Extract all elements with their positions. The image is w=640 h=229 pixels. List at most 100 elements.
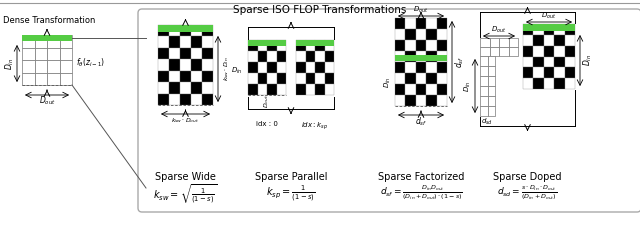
Bar xyxy=(544,57,554,67)
Bar xyxy=(324,40,334,51)
Bar xyxy=(267,40,276,51)
Bar xyxy=(47,35,60,47)
Bar xyxy=(180,71,191,82)
Bar xyxy=(554,46,564,57)
Bar xyxy=(564,67,575,78)
Bar xyxy=(405,40,416,51)
Bar xyxy=(523,57,533,67)
Bar xyxy=(488,86,495,96)
Bar xyxy=(564,46,575,57)
Bar xyxy=(436,84,447,95)
Bar xyxy=(488,76,495,86)
Bar xyxy=(554,24,564,35)
Text: Sparse Parallel: Sparse Parallel xyxy=(255,172,327,182)
Bar xyxy=(395,62,405,73)
Bar xyxy=(248,51,257,62)
Text: $D_{out}$: $D_{out}$ xyxy=(38,95,56,107)
Bar xyxy=(436,40,447,51)
Text: $D_{in}$: $D_{in}$ xyxy=(582,53,595,66)
Bar xyxy=(296,51,305,62)
Text: $D_{in}$: $D_{in}$ xyxy=(383,76,393,88)
Text: $d_{sd}$: $d_{sd}$ xyxy=(481,117,493,127)
Bar xyxy=(405,95,416,106)
Bar xyxy=(533,67,544,78)
Bar xyxy=(35,35,47,47)
Bar xyxy=(564,35,575,46)
Text: $D_{in}$: $D_{in}$ xyxy=(232,65,243,76)
Bar xyxy=(60,73,72,85)
Bar xyxy=(544,35,554,46)
Bar xyxy=(544,78,554,89)
Bar xyxy=(180,36,191,48)
Bar xyxy=(35,73,47,85)
Bar xyxy=(305,40,315,51)
Bar xyxy=(191,71,202,82)
Bar xyxy=(436,95,447,106)
Bar xyxy=(248,62,257,73)
Bar xyxy=(480,56,488,66)
Bar xyxy=(202,48,213,59)
Bar xyxy=(490,47,499,56)
Bar xyxy=(158,25,213,32)
Bar xyxy=(267,51,276,62)
Text: idx : 0: idx : 0 xyxy=(256,121,278,127)
Bar xyxy=(395,29,405,40)
Bar xyxy=(490,38,499,47)
Bar xyxy=(35,47,47,60)
Bar xyxy=(480,106,488,116)
Bar xyxy=(202,71,213,82)
Bar xyxy=(426,73,436,84)
Bar xyxy=(544,24,554,35)
Bar xyxy=(395,51,405,62)
Bar xyxy=(191,25,202,36)
Bar xyxy=(395,84,405,95)
Bar xyxy=(554,78,564,89)
Bar xyxy=(533,57,544,67)
Bar xyxy=(480,86,488,96)
Bar xyxy=(488,96,495,106)
Bar xyxy=(480,96,488,106)
Bar xyxy=(416,40,426,51)
Bar xyxy=(248,40,286,46)
Text: $k_{sw}\cdot D_{in}$: $k_{sw}\cdot D_{in}$ xyxy=(223,57,232,81)
Bar xyxy=(22,47,35,60)
FancyBboxPatch shape xyxy=(138,9,640,212)
Bar xyxy=(395,95,405,106)
Text: $k_{sw}\cdot D_{out}$: $k_{sw}\cdot D_{out}$ xyxy=(172,117,200,125)
Text: $D_{out}$: $D_{out}$ xyxy=(262,94,271,108)
Bar xyxy=(60,60,72,73)
Bar xyxy=(426,40,436,51)
Text: $D_{in}$: $D_{in}$ xyxy=(463,80,473,92)
Bar xyxy=(202,94,213,105)
Bar xyxy=(426,18,436,29)
Bar xyxy=(509,38,518,47)
Text: $f_{\theta}(z_{i-1})$: $f_{\theta}(z_{i-1})$ xyxy=(76,57,105,69)
Bar xyxy=(509,47,518,56)
Bar xyxy=(202,59,213,71)
Text: $d_{sf}$: $d_{sf}$ xyxy=(415,116,427,128)
Bar xyxy=(416,29,426,40)
Bar xyxy=(405,29,416,40)
Bar xyxy=(488,56,495,66)
Bar xyxy=(158,25,169,36)
Bar xyxy=(180,59,191,71)
Bar xyxy=(276,62,286,73)
Bar xyxy=(47,47,60,60)
Text: $D_{in}$: $D_{in}$ xyxy=(4,57,16,70)
Bar xyxy=(158,71,169,82)
Text: $D_{out}$: $D_{out}$ xyxy=(492,25,507,35)
Bar xyxy=(267,84,276,95)
Bar xyxy=(523,24,533,35)
Text: Sparse ISO FLOP Transformations: Sparse ISO FLOP Transformations xyxy=(234,5,406,15)
Bar xyxy=(202,25,213,36)
Bar xyxy=(554,57,564,67)
Bar xyxy=(480,76,488,86)
Bar xyxy=(267,73,276,84)
Bar xyxy=(191,94,202,105)
Bar xyxy=(47,73,60,85)
Bar xyxy=(426,95,436,106)
Bar xyxy=(544,67,554,78)
Text: $d_{sd} = \frac{s \cdot D_{in} \cdot D_{out}}{(D_{in}+D_{out})}$: $d_{sd} = \frac{s \cdot D_{in} \cdot D_{… xyxy=(497,183,557,202)
Bar xyxy=(523,46,533,57)
Bar xyxy=(180,25,191,36)
